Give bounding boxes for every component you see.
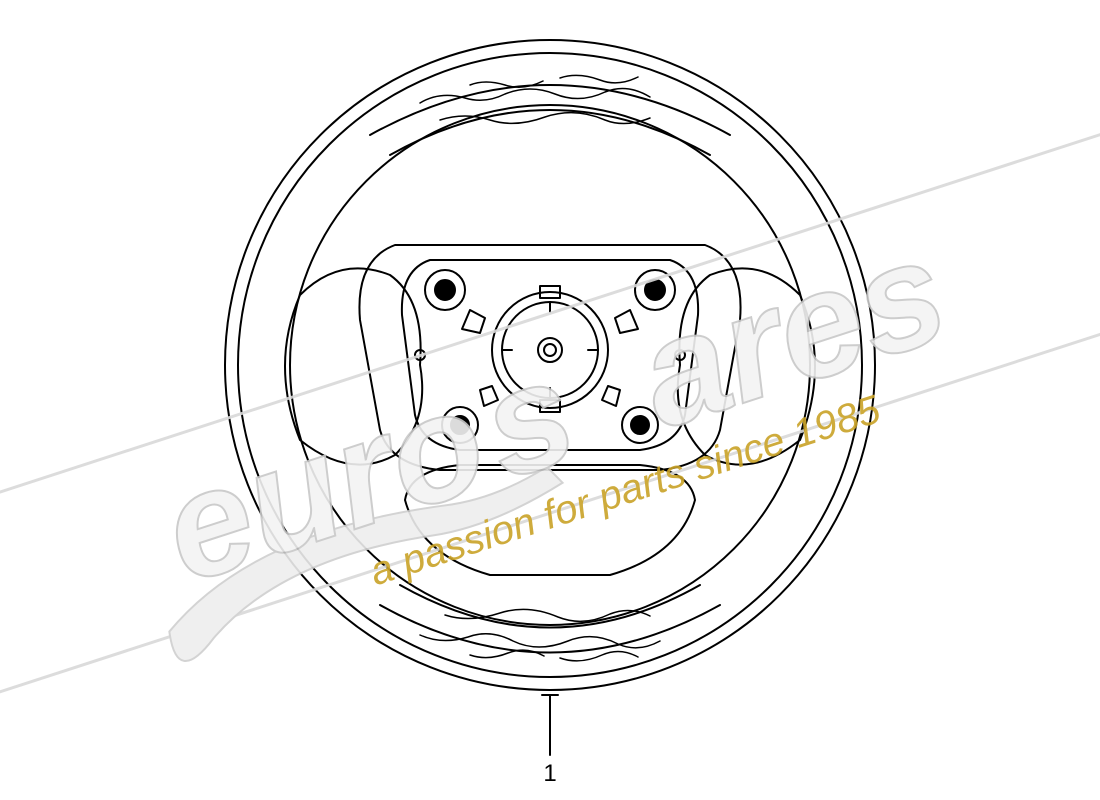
diagram-canvas: euro s ares a passion for parts since 19… <box>0 0 1100 800</box>
callout-label-1: 1 <box>543 760 556 788</box>
steering-wheel-drawing <box>0 0 1100 800</box>
